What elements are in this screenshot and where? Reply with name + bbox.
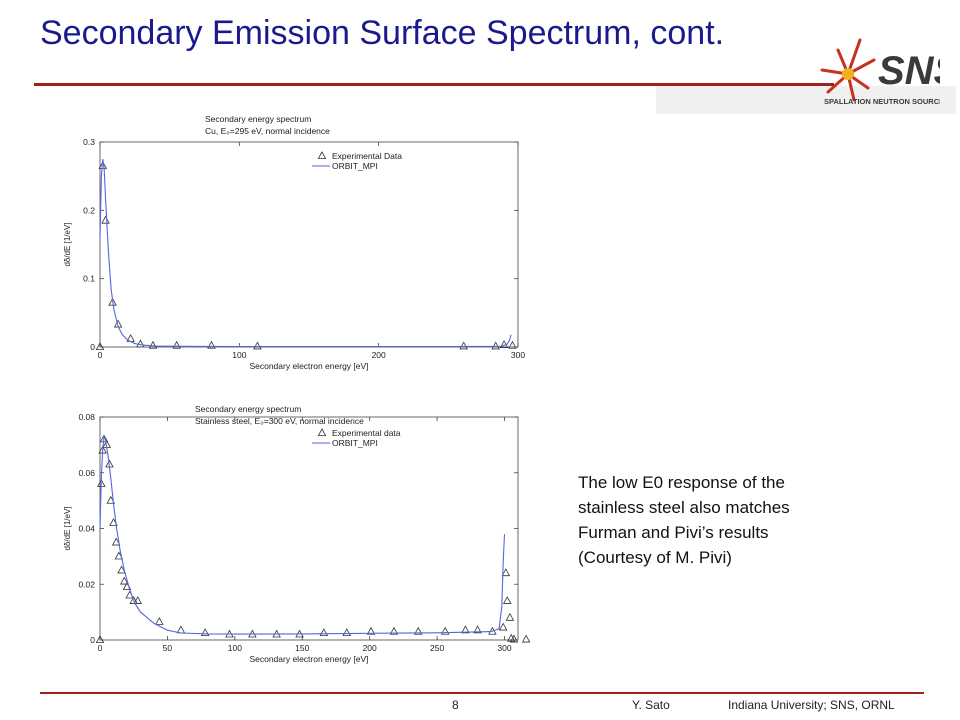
legend-marker-triangle [317,151,327,159]
data-point-triangle [253,341,262,350]
x-tick-label: 300 [511,350,525,360]
data-point-triangle [148,340,158,349]
data-point-triangle [505,612,515,621]
note-line: Furman and Pivi’s results [578,523,769,542]
data-point-triangle [509,634,519,643]
data-point-triangle [200,628,210,637]
data-point-triangle [117,565,126,574]
legend-marker-triangle [317,428,327,436]
note-line: (Courtesy of M. Pivi) [578,548,732,567]
data-point-triangle [461,625,470,634]
x-axis-label: Secondary electron energy [eV] [249,654,368,664]
data-point-triangle [111,537,121,546]
x-tick-label: 150 [295,643,309,653]
legend-label: Experimental Data [332,151,402,161]
y-tick-label: 0.1 [83,274,95,284]
chart-subtitle: Cu, E₀=295 eV, normal incidence [205,126,330,136]
data-point-triangle [342,628,352,637]
series-line-orbit-mpi [99,159,512,348]
data-point-triangle [101,215,110,224]
data-point-triangle [207,340,216,349]
y-tick-label: 0 [90,635,95,645]
data-point-triangle [98,161,108,169]
chart-subtitle: Stainless steel, E₀=300 eV, normal incid… [195,416,364,426]
y-tick-label: 0.04 [78,524,95,534]
logo-subtext: SPALLATION NEUTRON SOURCE [824,97,940,106]
title-divider [34,83,834,86]
legend-label: Experimental data [332,428,401,438]
data-point-triangle [491,341,500,350]
data-point-triangle [172,340,181,349]
data-point-triangle [498,622,508,631]
footer-author: Y. Sato [632,698,670,712]
data-point-triangle [95,635,105,644]
plot-frame [99,416,519,641]
data-point-triangle [413,626,423,635]
data-point-triangle [440,626,450,635]
data-point-triangle [389,626,399,635]
data-point-triangle [319,628,329,637]
data-point-triangle [155,617,164,625]
data-point-triangle [366,626,376,635]
footer-divider [40,692,924,694]
data-point-triangle [108,297,117,306]
x-tick-label: 300 [497,643,511,653]
y-tick-label: 0.2 [83,205,95,215]
legend-label: ORBIT_MPI [332,438,378,448]
logo-text: SNS [878,49,940,93]
footer-affiliation: Indiana University; SNS, ORNL [728,698,895,712]
note-line: stainless steel also matches [578,498,790,517]
data-point-triangle [176,625,186,634]
y-tick-label: 0.3 [83,137,95,147]
chart-title: Secondary energy spectrum [205,114,311,124]
note-line: The low E0 response of the [578,473,785,492]
x-tick-label: 100 [232,350,246,360]
data-point-triangle [459,341,468,350]
data-point-triangle [473,625,482,634]
x-tick-label: 200 [372,350,386,360]
legend-label: ORBIT_MPI [332,161,378,171]
chart-title: Secondary energy spectrum [195,404,301,414]
data-point-triangle [501,568,511,577]
stainless-spectrum-chart: Secondary energy spectrum Stainless steel… [63,404,530,664]
data-point-triangle [133,596,143,604]
note-text: The low E0 response of the stainless ste… [578,470,878,570]
data-point-triangle [508,340,517,349]
y-tick-label: 0.06 [78,468,95,478]
x-tick-label: 250 [430,643,444,653]
logo-background-band [656,86,956,114]
plot-frame [99,141,519,348]
x-tick-label: 0 [98,643,103,653]
x-tick-label: 50 [163,643,173,653]
sns-logo: SNS SPALLATION NEUTRON SOURCE [820,38,940,106]
y-axis-label: dδ/dE [1/eV] [63,506,72,550]
y-tick-label: 0 [90,342,95,352]
slide-title: Secondary Emission Surface Spectrum, con… [40,14,725,52]
x-tick-label: 0 [98,350,103,360]
y-tick-label: 0.08 [78,412,95,422]
cu-spectrum-chart: Secondary energy spectrum Cu, E₀=295 eV, … [63,114,525,371]
data-point-triangle [521,634,530,643]
y-tick-label: 0.02 [78,579,95,589]
page-number: 8 [452,698,459,712]
y-axis-label: dδ/dE [1/eV] [63,222,72,266]
data-point-triangle [502,596,512,604]
data-point-triangle [136,339,145,348]
data-point-triangle [95,342,105,351]
x-tick-label: 200 [363,643,377,653]
data-point-triangle [119,576,129,585]
x-tick-label: 100 [228,643,242,653]
x-axis-label: Secondary electron energy [eV] [249,361,368,371]
series-line-orbit-mpi [99,434,506,635]
